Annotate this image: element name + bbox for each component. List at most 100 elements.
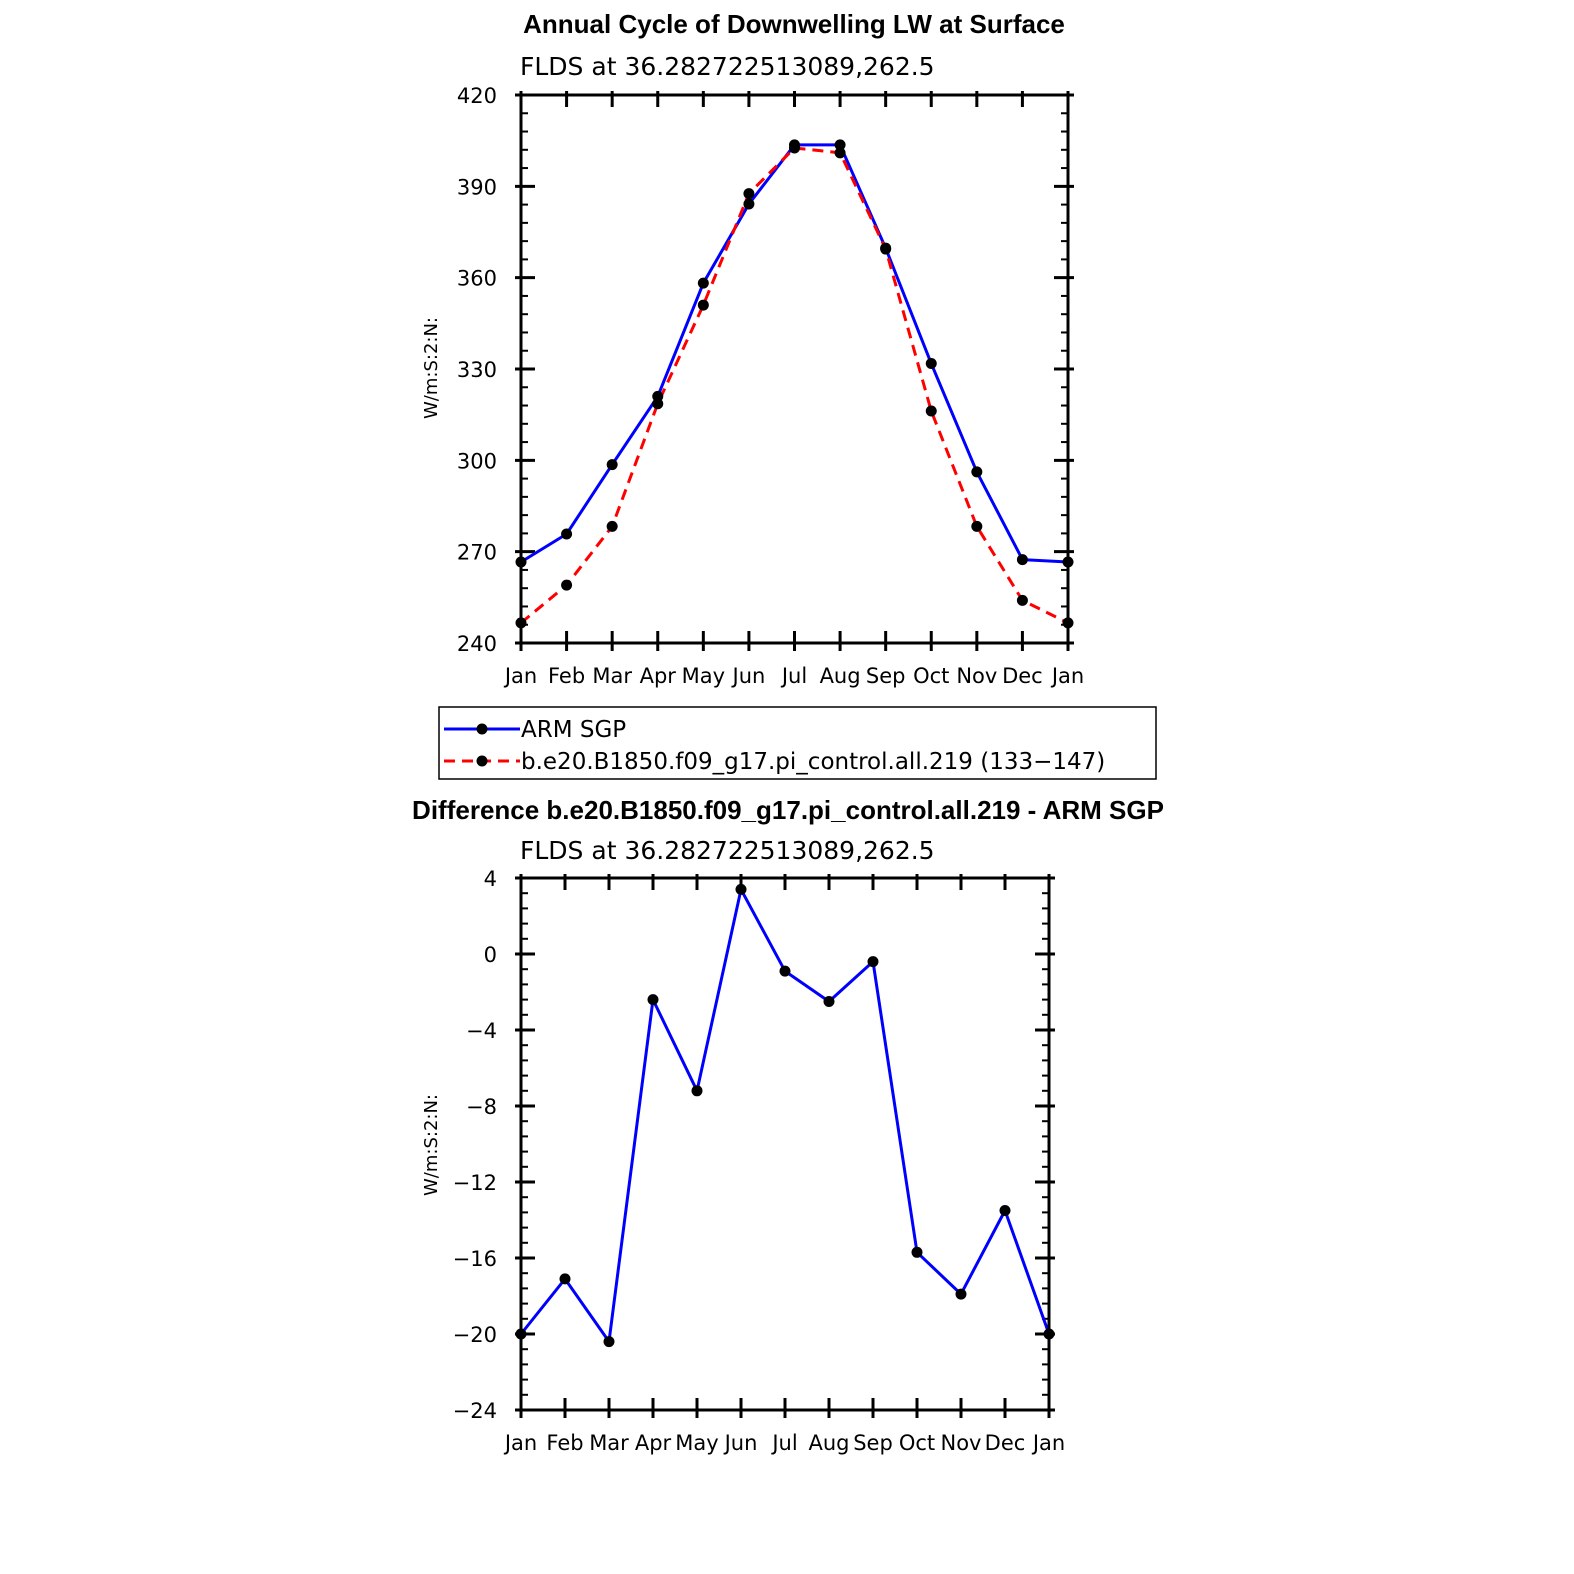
data-point [971, 466, 983, 478]
legend-marker-arm-sgp [476, 723, 488, 735]
x-tick-label: Nov [956, 664, 997, 688]
data-point [789, 142, 800, 154]
legend: ARM SGP b.e20.B1850.f09_g17.pi_control.a… [438, 706, 1157, 780]
data-point [779, 965, 791, 977]
x-tick-label: Jan [503, 1431, 537, 1455]
data-point [606, 459, 618, 471]
x-tick-label: Oct [913, 664, 949, 688]
y-tick-label: −24 [453, 1399, 497, 1423]
x-tick-label: Jan [1031, 1431, 1065, 1455]
x-tick-label: Dec [985, 1431, 1026, 1455]
x-tick-label: Feb [548, 664, 585, 688]
data-point [606, 520, 618, 532]
chart-subtitle: FLDS at 36.282722513089,262.5 [520, 52, 935, 81]
data-point [735, 883, 747, 895]
x-tick-label: Jun [723, 1431, 758, 1455]
data-point [834, 147, 846, 159]
data-point [880, 243, 892, 255]
data-point [1016, 554, 1028, 566]
series-line-0 [520, 143, 1069, 564]
data-point [823, 996, 835, 1007]
data-point [1016, 594, 1028, 606]
y-tick-label: 390 [457, 175, 497, 199]
x-tick-label: Dec [1002, 664, 1043, 688]
y-tick-label: −4 [466, 1019, 497, 1043]
plot-frame [519, 876, 1051, 1412]
legend-label-arm-sgp: ARM SGP [521, 717, 626, 743]
legend-marker-model [476, 755, 488, 767]
data-point [971, 520, 983, 532]
series-line-1 [520, 146, 1069, 625]
x-tick-label: Jul [780, 664, 807, 688]
chart-title: Annual Cycle of Downwelling LW at Surfac… [523, 9, 1065, 39]
series-lines [519, 887, 1051, 1344]
y-tick-label: 0 [484, 943, 497, 967]
chart-subtitle: FLDS at 36.282722513089,262.5 [520, 836, 935, 865]
data-point [867, 956, 879, 968]
y-tick-labels: 240 270 300 330 360 390 420 [457, 84, 497, 656]
y-tick-label: 240 [457, 632, 497, 656]
series-markers [515, 883, 1055, 1348]
data-point [743, 188, 755, 200]
series-lines [520, 143, 1069, 625]
x-tick-label: Apr [640, 664, 677, 688]
data-point [691, 1085, 703, 1097]
data-point [652, 398, 664, 410]
difference-panel: Difference b.e20.B1850.f09_g17.pi_contro… [412, 795, 1164, 1455]
x-tick-label: May [675, 1431, 718, 1455]
annual-cycle-panel: Annual Cycle of Downwelling LW at Surfac… [421, 9, 1084, 688]
y-tick-label: 330 [457, 358, 497, 382]
x-tick-label: Sep [866, 664, 906, 688]
x-tick-label: May [682, 664, 725, 688]
data-point [834, 139, 846, 151]
x-tick-label: Jun [731, 664, 766, 688]
legend-label-model: b.e20.B1850.f09_g17.pi_control.all.219 (… [521, 749, 1105, 775]
x-tick-label: Nov [941, 1431, 982, 1455]
y-tick-label: −8 [466, 1095, 497, 1119]
data-point [743, 198, 755, 210]
y-axis-label: W/m:S:2:N: [421, 317, 442, 419]
y-tick-label: 300 [457, 449, 497, 473]
data-point [925, 405, 937, 417]
chart-title: Difference b.e20.B1850.f09_g17.pi_contro… [412, 795, 1164, 825]
series-markers [515, 139, 1074, 629]
x-tick-label: Sep [853, 1431, 893, 1455]
y-tick-labels: −24 −20 −16 −12 −8 −4 0 4 [453, 867, 497, 1423]
x-tick-label: Feb [546, 1431, 583, 1455]
y-tick-label: −20 [453, 1323, 497, 1347]
x-tick-label: Jul [770, 1431, 797, 1455]
data-point [697, 299, 709, 311]
plot-area-ticks [515, 91, 1074, 651]
x-tick-label: Jan [1050, 664, 1084, 688]
x-tick-label: Aug [808, 1431, 849, 1455]
x-tick-label: Jan [503, 664, 537, 688]
y-tick-label: −12 [453, 1171, 497, 1195]
x-tick-label: Apr [635, 1431, 672, 1455]
data-point [955, 1288, 967, 1300]
data-point [561, 579, 573, 591]
plot-area-ticks [515, 874, 1055, 1418]
y-tick-label: −16 [453, 1247, 497, 1271]
data-point [925, 358, 937, 370]
data-point [697, 277, 709, 289]
x-tick-labels: Jan Feb Mar Apr May Jun Jul Aug Sep Oct Nov Dec Jan [503, 1431, 1065, 1455]
y-tick-label: 360 [457, 267, 497, 291]
series-line-0 [519, 887, 1051, 1344]
y-tick-label: 420 [457, 84, 497, 108]
plot-frame [519, 93, 1070, 645]
data-point [603, 1336, 615, 1348]
y-tick-label: 4 [484, 867, 497, 891]
x-tick-labels: Jan Feb Mar Apr May Jun Jul Aug Sep Oct Nov Dec Jan [503, 664, 1084, 688]
y-tick-label: 270 [457, 541, 497, 565]
data-point [911, 1246, 923, 1258]
x-tick-label: Oct [899, 1431, 935, 1455]
data-point [999, 1205, 1011, 1216]
x-tick-label: Aug [820, 664, 861, 688]
legend-box [438, 706, 1157, 780]
data-point [561, 528, 573, 540]
data-point [559, 1273, 571, 1285]
data-point [647, 994, 659, 1006]
y-axis-label: W/m:S:2:N: [421, 1094, 442, 1196]
x-tick-label: Mar [589, 1431, 629, 1455]
